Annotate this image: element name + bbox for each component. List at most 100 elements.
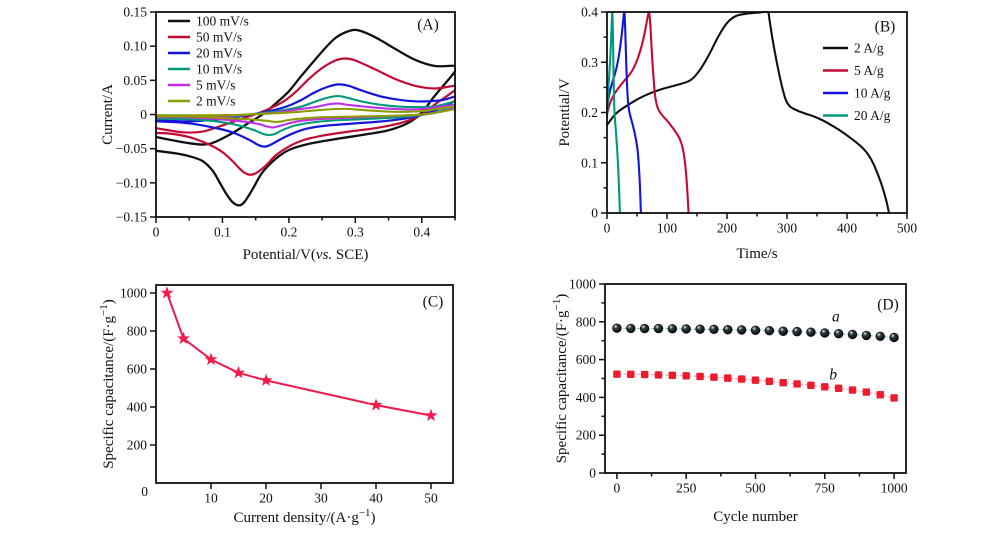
square-marker (793, 380, 801, 388)
y-tick-label: 0 (589, 466, 596, 481)
series-label-a: a (832, 309, 840, 326)
x-axis-title: Current density/(A·g−1) (233, 507, 375, 526)
y-tick-label: 0.3 (581, 55, 598, 70)
x-tick-label: 0.4 (413, 225, 430, 240)
y-tick-label: −0.05 (116, 141, 147, 156)
x-tick-label: 1000 (881, 481, 908, 496)
x-tick-label: 30 (314, 491, 328, 506)
panel-letter: (B) (875, 19, 896, 36)
square-marker (654, 371, 663, 379)
y-tick-label: 600 (576, 352, 597, 367)
circle-marker (806, 327, 816, 337)
legend-item: 2 A/g (823, 41, 884, 56)
legend-item: 5 A/g (823, 63, 884, 78)
plot-area (606, 11, 891, 214)
circle-marker (639, 323, 650, 334)
series-line-cv-100mvs (155, 28, 456, 207)
series-line-gcd-5ag (606, 11, 690, 214)
x-tick-label: 200 (717, 221, 738, 236)
x-tick-label: 0 (614, 481, 621, 496)
panel-d-cycling-chart: 0 250 500 750 1000 0 200 400 600 800 1000 Cycle num… (551, 277, 908, 526)
x-tick-label: 40 (369, 491, 383, 506)
circle-marker (778, 326, 788, 336)
square-marker (862, 388, 871, 396)
legend-item: 20 A/g (823, 108, 891, 123)
y-tick-label: 0 (591, 206, 598, 221)
circle-marker (695, 324, 705, 334)
series-line-cv-2mvs (155, 105, 456, 124)
legend-label: 5 A/g (854, 63, 884, 78)
legend-item: 100 mV/s (168, 14, 249, 29)
square-marker (724, 374, 732, 382)
panel-c-rate-chart: 10 20 30 40 50 200 400 600 800 1000 0 Current densi… (98, 284, 454, 526)
star-marker (259, 373, 273, 386)
series-line-cycling-b (616, 373, 895, 399)
y-tick-label: −0.10 (116, 175, 147, 190)
square-marker (765, 377, 774, 386)
square-marker (890, 394, 898, 402)
plot-frame (155, 284, 454, 484)
star-marker (204, 352, 218, 365)
panel-a-cv-chart: 0 0.1 0.2 0.3 0.4 0.15 0.10 0.05 0 −0.05 −0.10 −0.1… (100, 5, 456, 263)
square-marker (807, 381, 815, 390)
plot-area (166, 292, 432, 417)
legend-item: 10 A/g (823, 86, 891, 101)
panel-letter: (D) (877, 297, 899, 314)
series-markers-cycling-b (613, 370, 898, 402)
circle-marker (681, 324, 691, 334)
x-tick-label: 50 (424, 491, 438, 506)
square-marker (848, 386, 857, 394)
y-tick-label: 800 (127, 323, 148, 338)
y-tick-label: 0 (140, 107, 147, 122)
star-marker (177, 331, 190, 345)
circle-marker (709, 324, 719, 335)
legend-label: 5 mV/s (196, 78, 235, 93)
y-tick-label: 200 (576, 428, 597, 443)
y-tick-label: 0.4 (581, 5, 598, 20)
x-tick-label: 0 (604, 221, 611, 236)
series-markers-cycling-a (612, 323, 899, 343)
circle-marker (612, 323, 622, 333)
star-marker (232, 366, 245, 379)
y-tick-label: −0.15 (116, 210, 147, 225)
circle-marker (626, 323, 636, 334)
square-marker (821, 383, 829, 391)
series-markers-rate-capability (160, 286, 438, 421)
series-line-gcd-2ag (606, 11, 891, 214)
x-tick-label: 20 (259, 491, 273, 506)
legend: 100 mV/s50 mV/s20 mV/s10 mV/s5 mV/s2 mV/… (168, 14, 249, 109)
legend-label: 50 mV/s (196, 30, 242, 45)
panel-letter: (A) (417, 17, 439, 34)
y-tick-label: 0.1 (581, 155, 598, 170)
series-line-rate-capability (166, 292, 432, 417)
circle-marker (764, 325, 775, 336)
x-axis-title: Potential/V(vs. SCE) (243, 247, 369, 263)
x-axis-title: Cycle number (713, 509, 798, 525)
series-label-b: b (829, 367, 837, 384)
panel-b-gcd-chart: 0 100 200 300 400 500 0 0.1 0.2 0.3 0.4 Time/s Poten… (557, 5, 917, 263)
star-marker (160, 286, 174, 299)
star-marker (424, 408, 438, 421)
x-tick-label: 0.2 (280, 225, 297, 240)
x-tick-label: 0.1 (214, 225, 231, 240)
y-tick-label: 800 (576, 314, 597, 329)
x-tick-label: 400 (837, 221, 858, 236)
square-marker (682, 372, 690, 380)
y-tick-label: 400 (127, 399, 148, 414)
axis-ticks (150, 11, 456, 223)
x-tick-label: 300 (777, 221, 798, 236)
legend-label: 2 mV/s (196, 94, 235, 109)
legend-item: 50 mV/s (168, 30, 242, 45)
x-tick-label: 250 (676, 481, 697, 496)
legend-item: 5 mV/s (168, 78, 235, 93)
square-marker (668, 371, 677, 379)
legend: 2 A/g 5 A/g 10 A/g 20 A/g (823, 41, 891, 123)
axis-ticks (601, 11, 908, 219)
star-marker (369, 398, 383, 411)
square-marker (627, 370, 635, 379)
series-line-cv-50mvs (155, 57, 456, 176)
y-axis-title: Specific capacitance/(F·g−1) (551, 294, 570, 464)
y-tick-label: 400 (576, 390, 597, 405)
y-axis-title: Specific capacitance/(F·g−1) (98, 299, 117, 469)
legend-label: 100 mV/s (196, 14, 249, 29)
